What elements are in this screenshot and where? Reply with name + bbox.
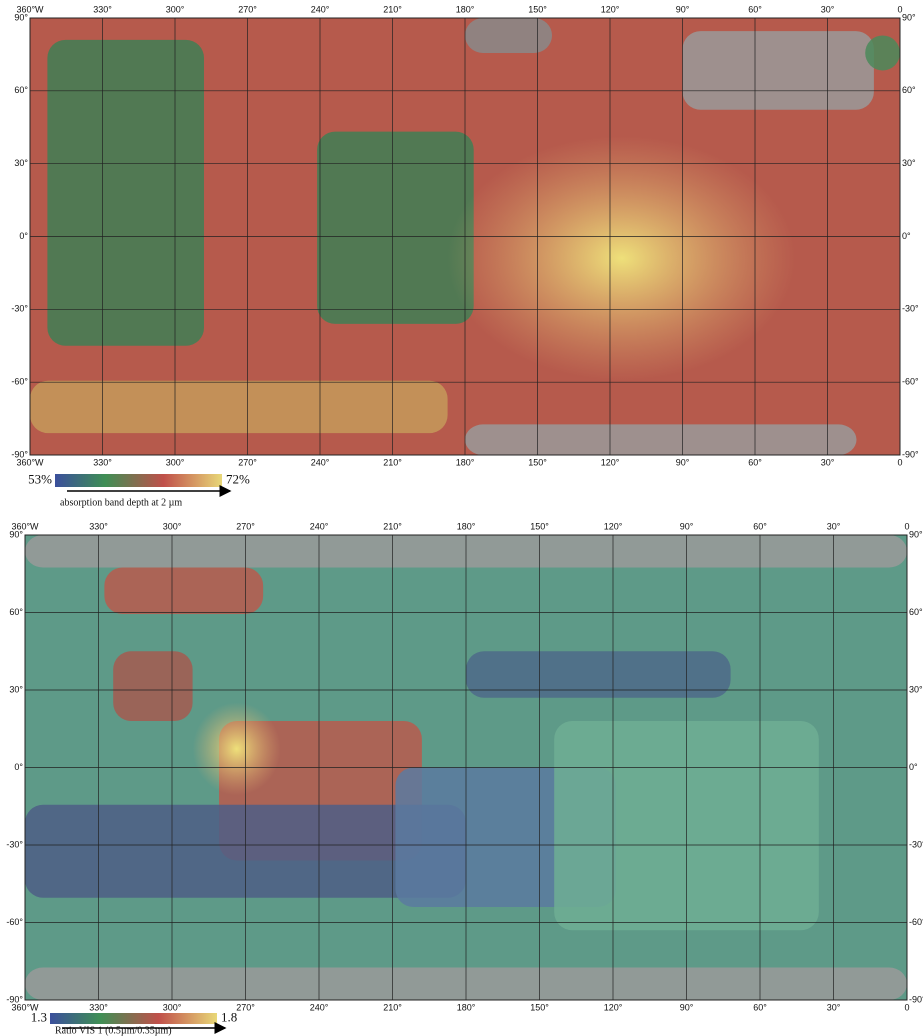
lon-label: 150° bbox=[530, 521, 549, 531]
lat-label: -30° bbox=[909, 839, 923, 849]
colorbar-title: absorption band depth at 2 µm bbox=[60, 497, 182, 508]
lon-label: 30° bbox=[821, 457, 835, 467]
lat-label: -30° bbox=[902, 304, 919, 314]
lat-label: -60° bbox=[6, 917, 23, 927]
map-region bbox=[30, 381, 448, 433]
lat-label: 60° bbox=[9, 607, 23, 617]
lon-label: 240° bbox=[311, 457, 330, 467]
lat-label: -60° bbox=[11, 377, 28, 387]
lat-label: 60° bbox=[14, 85, 28, 95]
lon-label: 90° bbox=[676, 4, 690, 14]
colorbar-max: 72% bbox=[226, 471, 250, 486]
lon-label: 120° bbox=[601, 4, 620, 14]
lon-label: 30° bbox=[827, 521, 841, 531]
lon-label: 210° bbox=[383, 1002, 402, 1012]
lon-label: 60° bbox=[748, 4, 762, 14]
lon-label: 300° bbox=[166, 457, 185, 467]
lon-label: 330° bbox=[93, 4, 112, 14]
lon-label: 180° bbox=[457, 521, 476, 531]
colorbar bbox=[55, 474, 222, 487]
map-region bbox=[683, 31, 874, 110]
map-region bbox=[465, 424, 857, 455]
lat-label: 90° bbox=[902, 12, 916, 22]
lon-label: 30° bbox=[827, 1002, 841, 1012]
lon-label: 240° bbox=[310, 1002, 329, 1012]
lon-label: 270° bbox=[238, 4, 257, 14]
lat-label: 0° bbox=[19, 231, 28, 241]
lat-label: -90° bbox=[902, 449, 919, 459]
map-region bbox=[865, 35, 900, 70]
map-region bbox=[113, 651, 192, 721]
colorbar-title: Ratio VIS 1 (0.5µm/0.35µm) bbox=[55, 1025, 172, 1036]
lon-label: 270° bbox=[236, 1002, 255, 1012]
lon-label: 60° bbox=[753, 1002, 767, 1012]
lat-label: -90° bbox=[6, 994, 23, 1004]
lon-label: 300° bbox=[166, 4, 185, 14]
lon-label: 210° bbox=[383, 521, 402, 531]
lon-label: 180° bbox=[456, 457, 475, 467]
lon-label: 270° bbox=[238, 457, 257, 467]
map-region bbox=[47, 40, 204, 346]
lon-label: 90° bbox=[680, 1002, 694, 1012]
lon-label: 150° bbox=[530, 1002, 549, 1012]
lat-label: 90° bbox=[909, 529, 923, 539]
map-region bbox=[193, 702, 281, 795]
map-region bbox=[448, 136, 796, 381]
lat-label: 0° bbox=[902, 231, 911, 241]
lat-label: 0° bbox=[909, 762, 918, 772]
lat-label: -30° bbox=[11, 304, 28, 314]
lat-label: 90° bbox=[9, 529, 23, 539]
lon-label: 210° bbox=[383, 4, 402, 14]
lat-label: -90° bbox=[11, 449, 28, 459]
lat-label: 60° bbox=[909, 607, 923, 617]
lat-label: -60° bbox=[902, 377, 919, 387]
lat-label: 30° bbox=[909, 684, 923, 694]
lon-label: 270° bbox=[236, 521, 255, 531]
lon-label: 120° bbox=[604, 521, 623, 531]
page: 360°W360°W330°330°300°300°270°270°240°24… bbox=[0, 0, 923, 1036]
lon-label: 120° bbox=[601, 457, 620, 467]
lon-label: 150° bbox=[528, 4, 547, 14]
lon-label: 180° bbox=[456, 4, 475, 14]
lon-label: 300° bbox=[163, 521, 182, 531]
lon-label: 150° bbox=[528, 457, 547, 467]
lat-label: 90° bbox=[14, 12, 28, 22]
map-region bbox=[104, 568, 263, 615]
lat-label: 30° bbox=[14, 158, 28, 168]
lon-label: 240° bbox=[310, 521, 329, 531]
lon-label: 300° bbox=[163, 1002, 182, 1012]
lat-label: -60° bbox=[909, 917, 923, 927]
lon-label: 120° bbox=[604, 1002, 623, 1012]
colorbar bbox=[50, 1013, 217, 1024]
lon-label: 330° bbox=[89, 521, 108, 531]
lon-label: 330° bbox=[93, 457, 112, 467]
map-region bbox=[466, 651, 731, 698]
lon-label: 330° bbox=[89, 1002, 108, 1012]
lat-label: -30° bbox=[6, 839, 23, 849]
lon-label: 90° bbox=[676, 457, 690, 467]
lon-label: 30° bbox=[821, 4, 835, 14]
lon-label: 180° bbox=[457, 1002, 476, 1012]
lat-label: 60° bbox=[902, 85, 916, 95]
lat-label: 0° bbox=[14, 762, 23, 772]
map-region bbox=[465, 18, 552, 53]
lat-label: -90° bbox=[909, 994, 923, 1004]
lon-label: 60° bbox=[753, 521, 767, 531]
lon-label: 240° bbox=[311, 4, 330, 14]
lat-label: 30° bbox=[9, 684, 23, 694]
lon-label: 210° bbox=[383, 457, 402, 467]
colorbar-min: 1.3 bbox=[31, 1009, 47, 1024]
lon-label: 90° bbox=[680, 521, 694, 531]
colorbar-min: 53% bbox=[28, 471, 52, 486]
map-region bbox=[317, 132, 474, 324]
lon-label: 60° bbox=[748, 457, 762, 467]
colorbar-max: 1.8 bbox=[221, 1009, 237, 1024]
lat-label: 30° bbox=[902, 158, 916, 168]
